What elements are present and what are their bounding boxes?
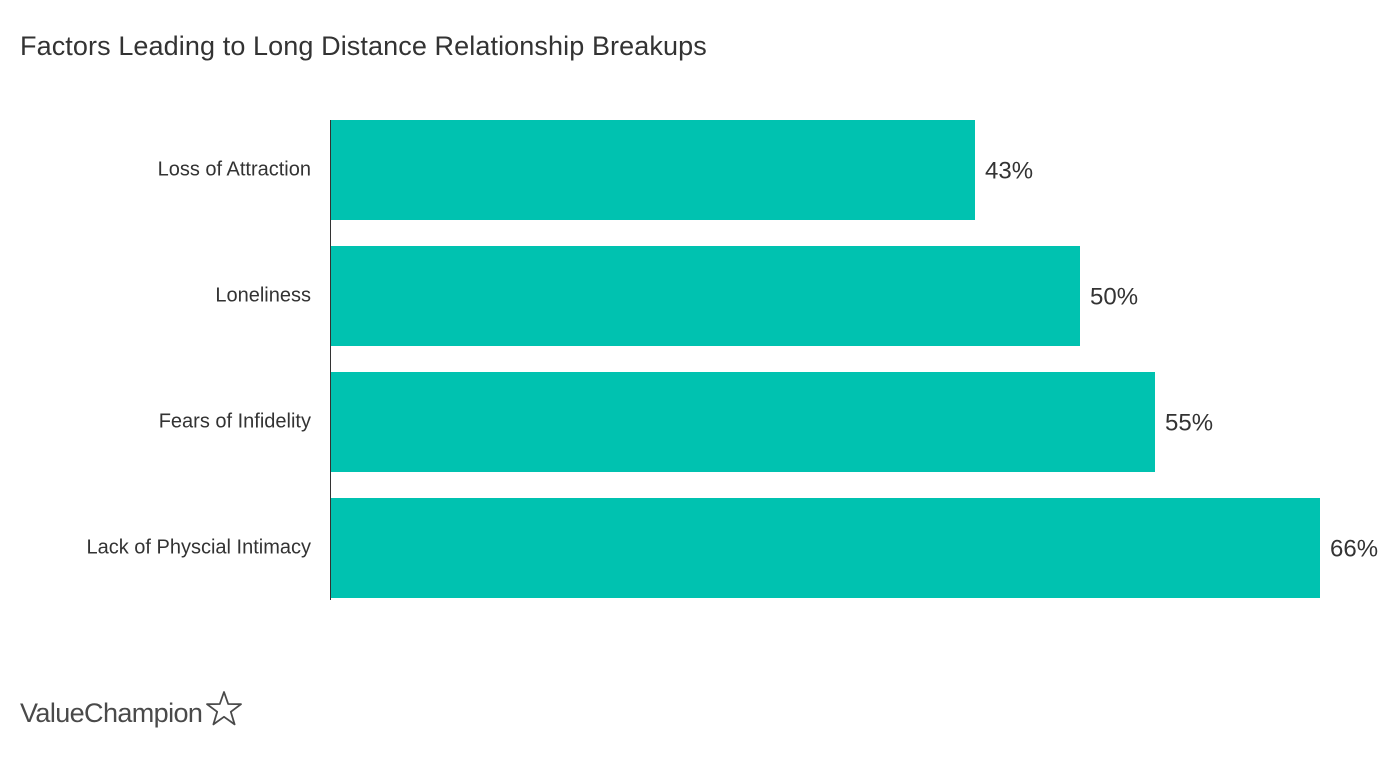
brand-logo-text: ValueChampion — [20, 698, 203, 728]
bar-1 — [330, 120, 975, 220]
chart-title: Factors Leading to Long Distance Relatio… — [20, 31, 707, 61]
value-label: 55% — [1165, 409, 1213, 436]
category-label: Loneliness — [215, 284, 311, 306]
brand-logo: ValueChampion — [20, 690, 243, 729]
star-outline-icon — [206, 690, 243, 725]
bar-2 — [330, 246, 1080, 346]
category-label: Lack of Physcial Intimacy — [86, 536, 311, 558]
category-label: Loss of Attraction — [158, 158, 311, 180]
value-label: 50% — [1090, 283, 1138, 310]
bars-layer: Loss of Attraction 43% Loneliness 50% Fears … — [86, 120, 1378, 598]
value-label: 66% — [1330, 535, 1378, 562]
value-label: 43% — [985, 157, 1033, 184]
bar-3 — [330, 372, 1155, 472]
bar-4 — [330, 498, 1320, 598]
category-label: Fears of Infidelity — [159, 410, 311, 432]
